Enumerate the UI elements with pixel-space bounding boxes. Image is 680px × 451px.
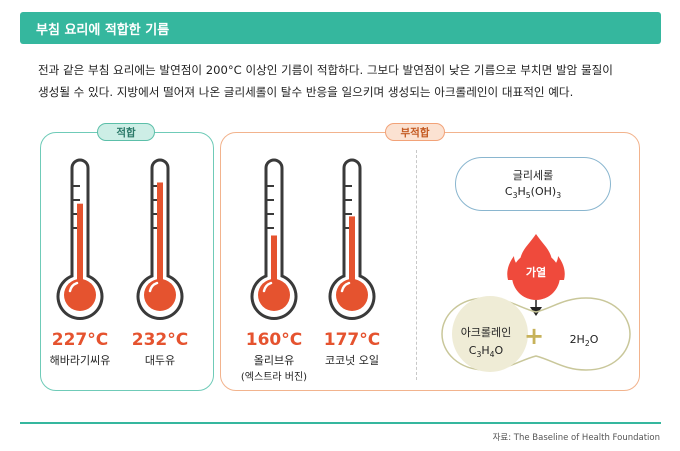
mercury-bulb xyxy=(144,279,176,311)
mercury-column xyxy=(349,216,355,284)
mercury-bulb xyxy=(64,279,96,311)
intro-text: 전과 같은 부침 요리에는 발연점이 200°C 이상인 기름이 적합하다. 그… xyxy=(38,59,658,103)
source-credit: 자료: The Baseline of Health Foundation xyxy=(492,433,660,443)
oil-name: 올리브유 xyxy=(253,354,295,367)
glycerol-box: 글리세롤 C3H5(OH)3 xyxy=(455,157,611,211)
reactant-name: 글리세롤 xyxy=(512,169,554,182)
product-formula: C3H4O xyxy=(468,344,504,360)
plus-sign: + xyxy=(523,322,545,350)
mercury-column xyxy=(157,182,163,284)
mercury-column xyxy=(271,235,277,284)
oil-temperature: 177°C xyxy=(323,330,381,350)
thermometer-icon xyxy=(328,158,376,320)
title-bar: 부침 요리에 적합한 기름 xyxy=(20,12,661,44)
product-bubble xyxy=(452,296,528,372)
thermometer-icon xyxy=(136,158,184,320)
page-title: 부침 요리에 적합한 기름 xyxy=(36,23,170,38)
oil-temperature: 232°C xyxy=(131,330,189,350)
unsuitable-tag: 부적합 xyxy=(385,123,445,141)
reactant-formula: C3H5(OH)3 xyxy=(504,185,562,201)
heat-label: 가열 xyxy=(525,266,547,279)
oil-name: 대두유 xyxy=(144,354,176,367)
section-divider xyxy=(416,150,417,380)
oil-temperature: 227°C xyxy=(51,330,109,350)
product-name: 아크롤레인 xyxy=(460,326,512,339)
bottom-rule xyxy=(20,422,661,424)
intro-line-1: 전과 같은 부침 요리에는 발연점이 200°C 이상인 기름이 적합하다. 그… xyxy=(38,63,613,77)
oil-note: (엑스트라 버진) xyxy=(240,372,308,383)
product-outline xyxy=(441,297,631,371)
mercury-bulb xyxy=(258,279,290,311)
mercury-column xyxy=(77,203,83,284)
oil-name: 코코넛 오일 xyxy=(324,354,380,367)
mercury-bulb xyxy=(336,279,368,311)
water-formula: 2H2O xyxy=(569,333,599,349)
intro-line-2: 생성될 수 있다. 지방에서 떨어져 나온 글리세롤이 탈수 반응을 일으키며 … xyxy=(38,85,574,99)
thermometer-icon xyxy=(56,158,104,320)
oil-name: 해바라기씨유 xyxy=(49,354,111,367)
reaction-diagram xyxy=(441,234,631,372)
suitable-tag: 적합 xyxy=(97,123,155,141)
thermometer-icon xyxy=(250,158,298,320)
oil-temperature: 160°C xyxy=(245,330,303,350)
